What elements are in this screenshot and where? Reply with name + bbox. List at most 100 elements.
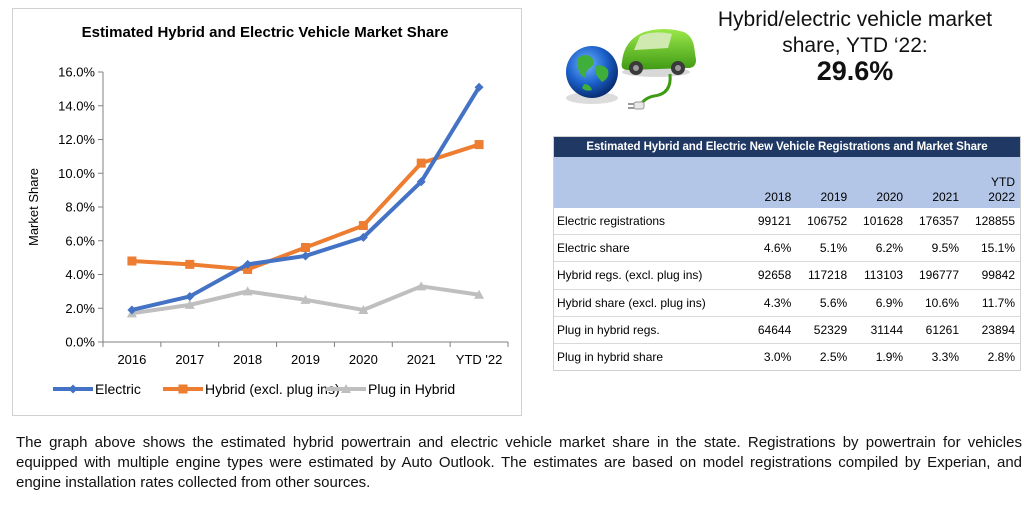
table-cell: 101628 [863,214,904,229]
series-line [129,85,482,312]
ev-graphic [566,29,696,110]
data-point [474,140,484,150]
table-cell: 5.1% [796,234,853,262]
table-column-header: 2020 [852,157,909,208]
data-point [416,281,427,291]
series-hybrid-excl-plug-ins [127,140,484,274]
table-row-label: Electric share [554,234,749,262]
data-point [178,384,188,394]
data-point [185,259,195,269]
globe-icon [566,46,618,104]
caption-text: The graph above shows the estimated hybr… [16,434,1022,491]
data-point [243,264,253,274]
table-row-label: Electric registrations [557,214,666,229]
registrations-table: 2018 2019 2020 2021 YTD 2022 Electric registr… [554,157,1020,371]
table-cell: 61261 [908,315,965,344]
table-cell: 4.3% [748,288,797,317]
x-tick-label: 2017 [175,352,204,367]
y-tick-label: 8.0% [65,200,95,215]
data-point [301,243,310,252]
table-row: Electric share 4.6% 5.1% 6.2% 9.5% 15.1% [554,234,1020,262]
data-point [184,299,195,309]
table-cell: 6.2% [852,234,909,262]
y-tick-label: 6.0% [65,233,95,248]
x-tick-label: 2016 [117,352,146,367]
table-cell: 99121 [757,214,792,229]
table-cell: 10.6% [908,288,965,317]
y-axis-label: Market Share [26,168,41,246]
promo-panel: Hybrid/electric vehicle market share, YT… [560,6,1024,126]
table-row: Plug in hybrid share 3.0% 2.5% 1.9% 3.3% 2.8% [554,342,1020,371]
data-point [416,158,426,168]
series-electric [127,82,484,315]
table-cell: 113103 [852,261,909,290]
table-cell: 23894 [964,315,1020,344]
data-point [416,177,426,187]
table-cell: 4.6% [748,234,797,262]
table-cell: 176357 [918,214,960,229]
data-point [358,232,368,242]
table-cell: 92658 [748,261,797,290]
table-cell: 196777 [908,261,965,290]
table-cell: 15.1% [964,234,1020,262]
table-cell: 117218 [796,261,853,290]
headline-stat-label: Hybrid/electric vehicle market share, YT… [717,8,993,57]
table-cell: 1.9% [852,342,909,371]
table-row-label: Plug in hybrid share [554,342,749,371]
y-tick-label: 4.0% [65,267,95,282]
table-cell: 6.9% [852,288,909,317]
table-header-blank [554,157,749,208]
legend-item: Plug in Hybrid [326,381,455,397]
table-row-label: Hybrid share (excl. plug ins) [554,288,749,317]
y-tick-label: 16.0% [58,65,95,80]
y-tick-label: 10.0% [58,166,95,181]
headline-stat-value: 29.6% [816,56,894,86]
table-row: Electric registrations 99121 106752 101628 1… [554,208,1020,235]
table-cell: 52329 [796,315,853,344]
table-header-row: 2018 2019 2020 2021 YTD 2022 [554,157,1020,208]
table-row-label: Plug in hybrid regs. [554,315,749,344]
chart-panel: Estimated Hybrid and Electric Vehicle Ma… [12,8,522,416]
table-column-header: YTD 2022 [964,157,1020,208]
table-cell: 11.7% [964,288,1020,317]
data-point [185,291,195,301]
y-axis-ticks: 0.0% 2.0% 4.0% 6.0% 8.0% 10.0% 12.0% 14.0% 16.0% [58,65,103,350]
legend: Electric Hybrid (excl. plug ins) Plug in H… [53,381,455,397]
data-point [341,384,351,393]
data-point [474,82,484,92]
x-tick-label: YTD '22 [456,352,503,367]
y-tick-label: 14.0% [58,98,95,113]
registrations-table-panel: Estimated Hybrid and Electric New Vehicl… [553,136,1021,372]
table-row: Plug in hybrid regs. 64644 52329 31144 61261… [554,315,1020,344]
data-point [242,286,253,296]
table-row-label: Hybrid regs. (excl. plug ins) [554,261,749,290]
legend-item: Electric [53,381,141,397]
legend-label: Plug in Hybrid [368,381,455,397]
x-tick-label: 2018 [233,352,262,367]
y-tick-label: 0.0% [65,335,95,350]
table-cell: 9.5% [908,234,965,262]
table-cell: 99842 [964,261,1020,290]
table-column-header: 2018 [748,157,797,208]
data-point [358,304,369,314]
table-column-header: 2019 [796,157,853,208]
table-cell: 64644 [748,315,797,344]
x-tick-label: 2019 [291,352,320,367]
data-point [358,221,368,231]
x-tick-label: 2021 [407,352,436,367]
line-chart: Estimated Hybrid and Electric Vehicle Ma… [26,24,509,397]
data-point [300,294,311,304]
table-row: Hybrid share (excl. plug ins) 4.3% 5.6% 6.9… [554,288,1020,317]
table-title: Estimated Hybrid and Electric New Vehicl… [554,137,1020,157]
electric-car-icon [621,29,696,77]
legend-item: Hybrid (excl. plug ins) [163,381,340,397]
data-point [243,259,253,269]
y-tick-label: 2.0% [65,301,95,316]
data-point [301,251,310,261]
legend-label: Electric [95,381,141,397]
table-cell: 3.3% [908,342,965,371]
legend-label: Hybrid (excl. plug ins) [205,381,340,397]
y-tick-label: 12.0% [58,132,95,147]
data-point [127,256,137,266]
table-cell: 31144 [852,315,909,344]
